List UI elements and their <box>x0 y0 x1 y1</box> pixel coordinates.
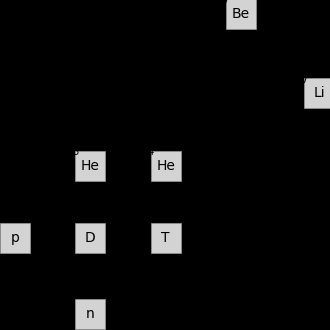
Text: p: p <box>11 231 19 245</box>
FancyBboxPatch shape <box>0 223 30 253</box>
FancyBboxPatch shape <box>226 0 255 29</box>
Text: He: He <box>81 159 100 173</box>
Text: 4: 4 <box>148 147 154 157</box>
Text: T: T <box>161 231 170 245</box>
FancyBboxPatch shape <box>150 150 181 181</box>
Text: n: n <box>86 307 94 321</box>
Text: 7: 7 <box>222 0 229 6</box>
FancyBboxPatch shape <box>75 299 105 329</box>
Text: 7: 7 <box>301 75 308 85</box>
Text: D: D <box>85 231 95 245</box>
Text: He: He <box>156 159 175 173</box>
FancyBboxPatch shape <box>304 79 330 108</box>
FancyBboxPatch shape <box>75 150 105 181</box>
Text: 3: 3 <box>72 147 78 157</box>
Text: Li: Li <box>314 86 325 100</box>
Text: Be: Be <box>232 7 249 21</box>
FancyBboxPatch shape <box>150 223 181 253</box>
FancyBboxPatch shape <box>75 223 105 253</box>
